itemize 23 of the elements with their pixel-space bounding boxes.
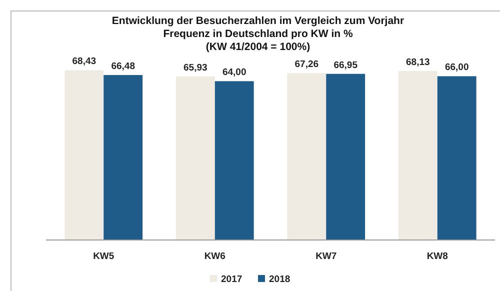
x-tick-label: KW6 xyxy=(204,251,226,262)
bar xyxy=(326,74,366,240)
legend-label: 2017 xyxy=(221,274,242,285)
x-tick-label: KW8 xyxy=(426,251,448,262)
bar xyxy=(64,70,104,240)
bar xyxy=(287,73,326,240)
bar xyxy=(214,81,254,240)
data-label: 68,13 xyxy=(406,56,430,68)
data-label: 66,00 xyxy=(444,62,469,74)
bar xyxy=(176,76,215,240)
data-label: 65,93 xyxy=(184,62,208,74)
data-label: 66,95 xyxy=(334,60,358,71)
bar xyxy=(437,76,476,240)
data-label: 64,00 xyxy=(222,67,246,78)
bar xyxy=(104,75,143,240)
data-label: 67,26 xyxy=(294,59,319,70)
legend-label: 2018 xyxy=(269,274,290,285)
x-tick-label: KW5 xyxy=(93,251,115,262)
data-label: 68,43 xyxy=(72,56,96,68)
x-tick-label: KW7 xyxy=(316,251,337,262)
chart-title: Entwicklung der Besucherzahlen im Vergleich zum Vorjahr Frequenz in Deutschland pro KW in % (KW 41/2004 = 100%) xyxy=(112,15,404,53)
data-label: 66,48 xyxy=(111,61,135,72)
bar xyxy=(398,70,438,240)
